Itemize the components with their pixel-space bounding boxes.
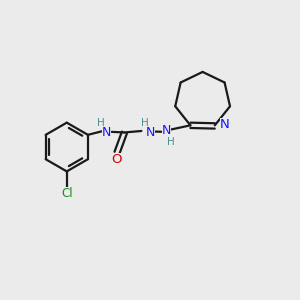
Text: N: N <box>162 124 171 136</box>
Text: H: H <box>141 118 149 128</box>
Text: Cl: Cl <box>61 187 73 200</box>
Text: N: N <box>220 118 230 131</box>
Text: H: H <box>98 118 105 128</box>
Text: N: N <box>145 126 155 139</box>
Text: O: O <box>111 153 122 166</box>
Text: H: H <box>167 137 175 147</box>
Text: N: N <box>102 126 111 139</box>
